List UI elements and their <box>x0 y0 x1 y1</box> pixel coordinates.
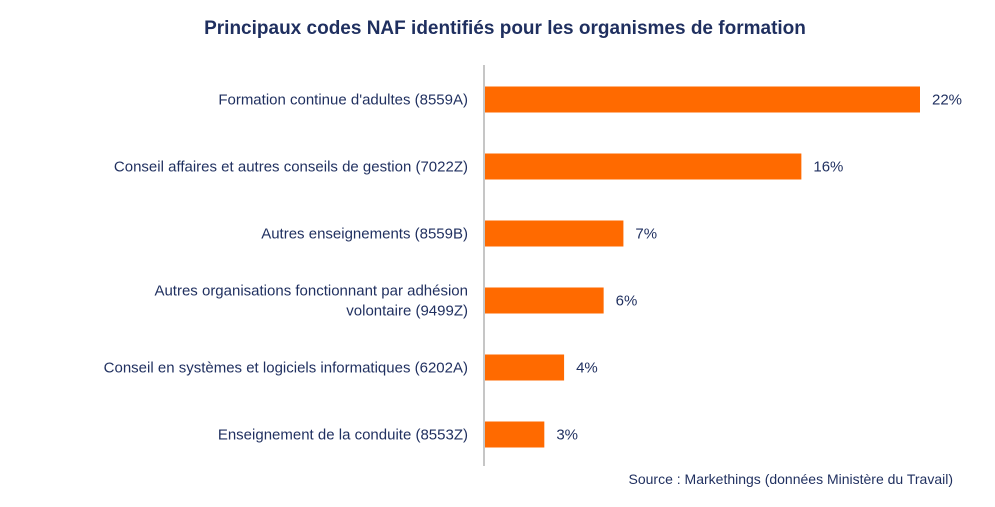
data-labels-group: 22% 16% 7% 6% 4% 3% <box>556 92 962 444</box>
category-labels-group: Formation continue d'adultes (8559A) Cons… <box>104 92 468 444</box>
bar <box>485 153 802 180</box>
category-label: Formation continue d'adultes (8559A) <box>218 92 468 109</box>
chart-title: Principaux codes NAF identifiés pour les… <box>204 18 806 39</box>
category-label: Conseil en systèmes et logiciels informa… <box>104 360 468 377</box>
bars-group <box>485 86 920 448</box>
source-note: Source : Markethings (données Ministère … <box>629 471 953 487</box>
bar <box>485 220 624 247</box>
bar <box>485 354 565 381</box>
category-label: Enseignement de la conduite (8553Z) <box>218 427 468 444</box>
bar <box>485 86 920 113</box>
data-label: 3% <box>556 427 578 444</box>
data-label: 6% <box>616 293 638 310</box>
data-label: 4% <box>576 360 598 377</box>
category-label: Conseil affaires et autres conseils de g… <box>114 159 468 176</box>
bar <box>485 421 545 448</box>
data-label: 16% <box>813 159 843 176</box>
category-label: Autres enseignements (8559B) <box>261 226 468 243</box>
data-label: 22% <box>932 92 962 109</box>
bar <box>485 287 604 314</box>
data-label: 7% <box>635 226 657 243</box>
category-label: Autres organisations fonctionnant par ad… <box>154 283 468 320</box>
